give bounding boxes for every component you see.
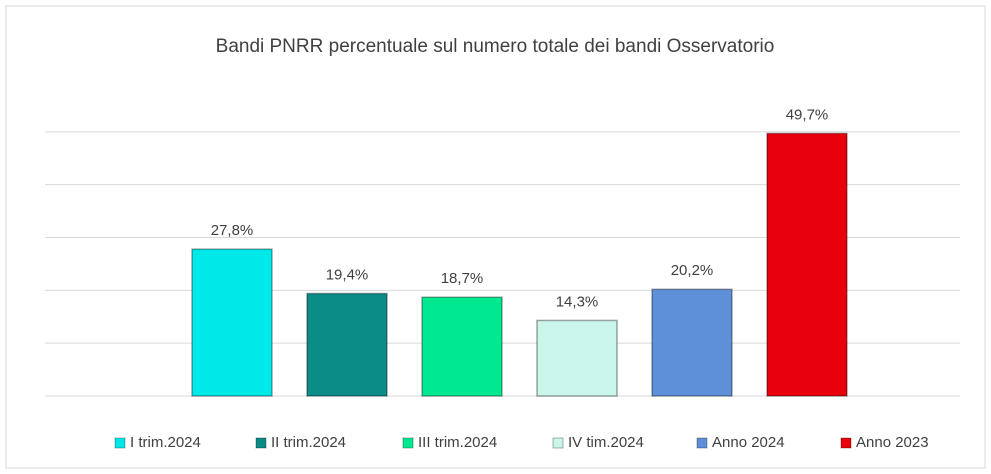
legend-swatch — [402, 437, 414, 449]
legend-swatch — [840, 437, 852, 449]
bar — [421, 296, 503, 397]
legend-swatch — [696, 437, 708, 449]
data-label: 20,2% — [671, 262, 714, 279]
data-label: 18,7% — [441, 270, 484, 287]
data-label: 14,3% — [556, 293, 599, 310]
bar — [306, 292, 388, 397]
bar — [651, 288, 733, 397]
bar — [766, 132, 848, 397]
legend-swatch — [255, 437, 267, 449]
legend-label: Anno 2024 — [712, 434, 785, 451]
bar — [536, 319, 618, 397]
data-label: 27,8% — [211, 222, 254, 239]
legend-label: Anno 2023 — [856, 434, 929, 451]
bar — [191, 248, 273, 397]
legend-swatch — [114, 437, 126, 449]
legend-label: IV tim.2024 — [568, 434, 644, 451]
data-label: 19,4% — [326, 266, 369, 283]
legend-label: I trim.2024 — [130, 434, 201, 451]
legend-label: II trim.2024 — [271, 434, 346, 451]
chart-title: Bandi PNRR percentuale sul numero totale… — [216, 36, 775, 57]
legend-swatch — [552, 437, 564, 449]
data-label: 49,7% — [786, 106, 829, 123]
legend-label: III trim.2024 — [418, 434, 497, 451]
